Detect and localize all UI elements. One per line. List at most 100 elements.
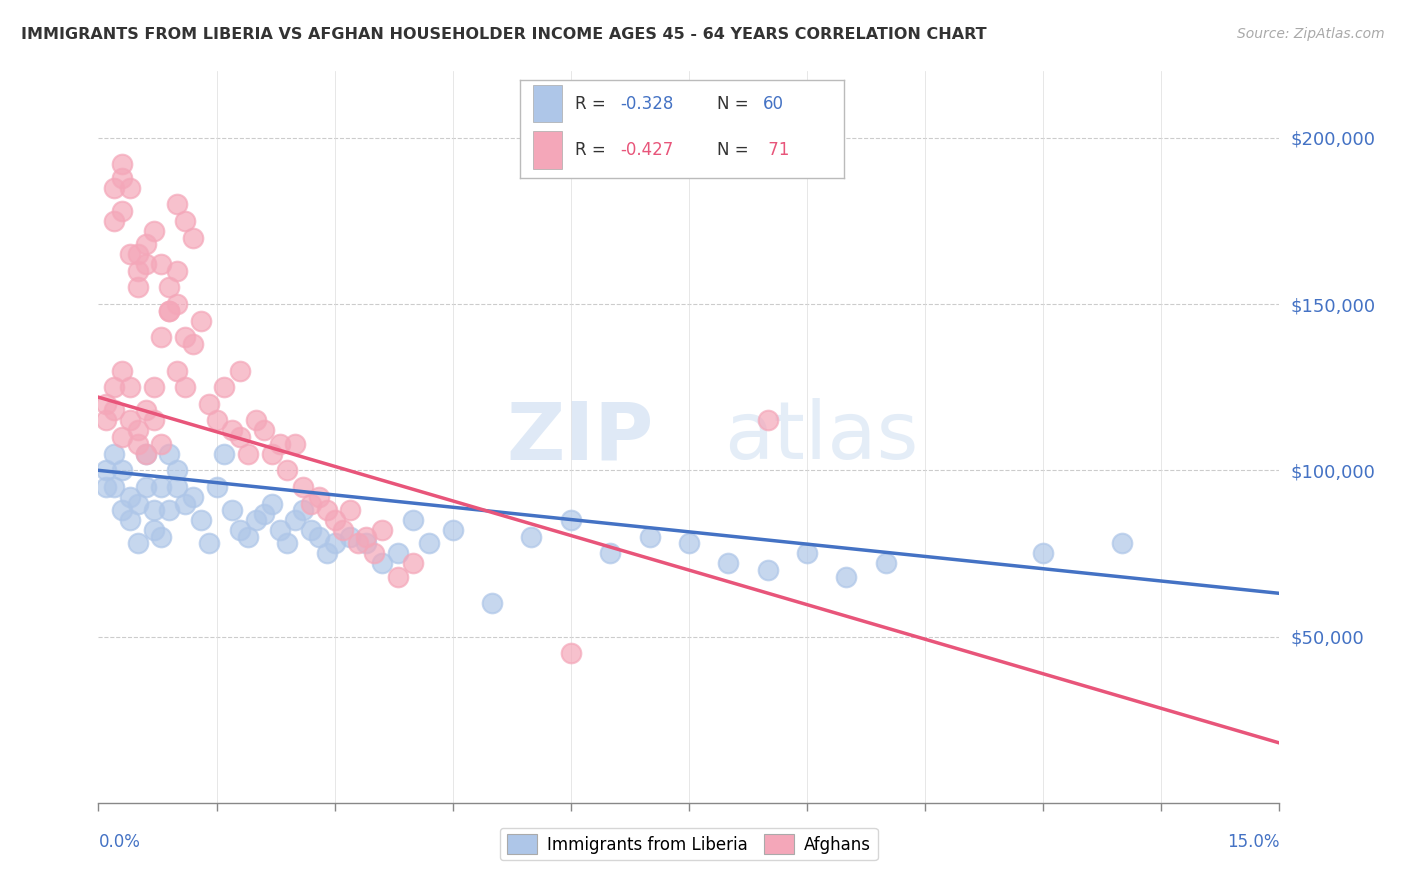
Text: -0.328: -0.328 — [620, 95, 673, 112]
Point — [253, 507, 276, 521]
Point — [308, 490, 330, 504]
Point — [118, 380, 141, 394]
Point — [236, 530, 259, 544]
Point — [157, 280, 180, 294]
Point — [157, 303, 180, 318]
Point — [418, 536, 440, 550]
Point — [1111, 536, 1133, 550]
Point — [142, 523, 165, 537]
Point — [103, 380, 125, 394]
Point — [323, 513, 346, 527]
Point — [236, 447, 259, 461]
Point — [166, 264, 188, 278]
Point — [347, 536, 370, 550]
Point — [111, 430, 134, 444]
Point — [354, 530, 377, 544]
Point — [560, 513, 582, 527]
Point — [292, 480, 315, 494]
Text: 71: 71 — [762, 141, 789, 159]
Point — [402, 557, 425, 571]
Point — [221, 503, 243, 517]
Text: R =: R = — [575, 95, 612, 112]
Point — [166, 480, 188, 494]
Point — [315, 546, 337, 560]
Point — [229, 430, 252, 444]
Point — [253, 424, 276, 438]
Point — [245, 513, 267, 527]
Point — [166, 297, 188, 311]
Point — [127, 280, 149, 294]
Point — [181, 230, 204, 244]
Point — [103, 403, 125, 417]
Text: ZIP: ZIP — [506, 398, 654, 476]
Point — [229, 523, 252, 537]
Point — [638, 530, 661, 544]
Point — [150, 530, 173, 544]
Point — [111, 363, 134, 377]
Point — [127, 497, 149, 511]
Point — [354, 536, 377, 550]
Point — [142, 413, 165, 427]
Point — [276, 536, 298, 550]
Point — [269, 436, 291, 450]
Point — [229, 363, 252, 377]
Point — [135, 257, 157, 271]
Point — [269, 523, 291, 537]
Point — [103, 447, 125, 461]
Point — [181, 490, 204, 504]
Text: 60: 60 — [762, 95, 783, 112]
Point — [142, 503, 165, 517]
Point — [111, 204, 134, 219]
Point — [205, 480, 228, 494]
Point — [150, 480, 173, 494]
Point — [371, 557, 394, 571]
Point — [135, 237, 157, 252]
Point — [402, 513, 425, 527]
Point — [181, 337, 204, 351]
Point — [214, 380, 236, 394]
Point — [387, 570, 409, 584]
Point — [441, 523, 464, 537]
Text: IMMIGRANTS FROM LIBERIA VS AFGHAN HOUSEHOLDER INCOME AGES 45 - 64 YEARS CORRELAT: IMMIGRANTS FROM LIBERIA VS AFGHAN HOUSEH… — [21, 27, 987, 42]
Point — [96, 413, 118, 427]
Point — [339, 530, 361, 544]
Point — [157, 447, 180, 461]
Point — [166, 197, 188, 211]
Point — [363, 546, 385, 560]
Point — [174, 330, 197, 344]
Point — [292, 503, 315, 517]
Point — [174, 214, 197, 228]
Point — [96, 463, 118, 477]
Point — [308, 530, 330, 544]
Point — [103, 214, 125, 228]
Point — [1032, 546, 1054, 560]
Point — [166, 363, 188, 377]
Point — [260, 447, 283, 461]
Point — [135, 403, 157, 417]
Point — [127, 436, 149, 450]
Point — [174, 497, 197, 511]
Point — [190, 513, 212, 527]
Point — [150, 257, 173, 271]
Point — [323, 536, 346, 550]
Point — [205, 413, 228, 427]
Bar — [533, 85, 562, 122]
Point — [96, 397, 118, 411]
Text: Source: ZipAtlas.com: Source: ZipAtlas.com — [1237, 27, 1385, 41]
Point — [118, 180, 141, 194]
Point — [339, 503, 361, 517]
Point — [190, 314, 212, 328]
Point — [756, 413, 779, 427]
Point — [276, 463, 298, 477]
Text: atlas: atlas — [724, 398, 918, 476]
Bar — [533, 131, 562, 169]
Text: N =: N = — [717, 141, 755, 159]
Point — [678, 536, 700, 550]
Point — [103, 480, 125, 494]
Point — [284, 436, 307, 450]
Point — [118, 490, 141, 504]
Point — [111, 170, 134, 185]
Point — [157, 303, 180, 318]
Point — [756, 563, 779, 577]
Point — [214, 447, 236, 461]
